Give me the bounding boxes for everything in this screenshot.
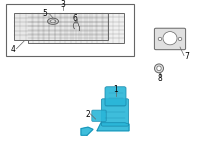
Ellipse shape	[157, 66, 161, 71]
Bar	[6, 4, 134, 56]
FancyBboxPatch shape	[154, 28, 186, 50]
Ellipse shape	[158, 37, 162, 41]
Text: 2: 2	[86, 110, 90, 119]
Ellipse shape	[50, 20, 56, 23]
FancyBboxPatch shape	[92, 110, 106, 121]
Text: 6: 6	[73, 14, 77, 23]
Ellipse shape	[48, 18, 58, 24]
Ellipse shape	[178, 37, 182, 41]
Text: 1: 1	[114, 85, 118, 94]
Polygon shape	[81, 127, 93, 135]
FancyBboxPatch shape	[101, 99, 129, 126]
Polygon shape	[97, 123, 129, 131]
Text: 5: 5	[43, 9, 47, 18]
Ellipse shape	[154, 64, 164, 73]
FancyBboxPatch shape	[105, 87, 126, 106]
Ellipse shape	[163, 32, 177, 45]
Text: 4: 4	[11, 45, 15, 55]
Ellipse shape	[75, 22, 77, 23]
Bar	[28, 13, 124, 43]
Text: 8: 8	[158, 74, 162, 83]
Text: 7: 7	[185, 52, 189, 61]
Bar	[14, 13, 108, 40]
Ellipse shape	[159, 73, 161, 74]
Text: 3: 3	[61, 0, 65, 9]
